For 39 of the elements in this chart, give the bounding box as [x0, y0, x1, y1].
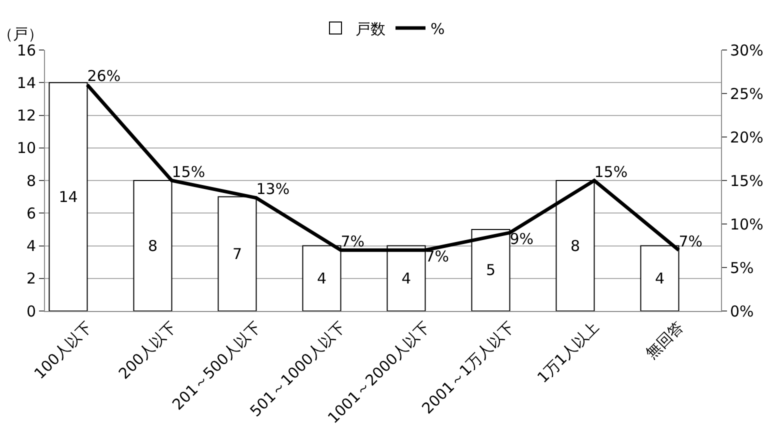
data-label: 7: [232, 244, 242, 263]
y-tick-label: 6: [26, 204, 36, 222]
data-label: 4: [401, 269, 412, 288]
data-label: 9%: [510, 230, 534, 248]
y-tick-label: 8: [26, 172, 36, 190]
data-label: 4: [316, 269, 327, 288]
y-tick-label: 16: [16, 41, 36, 60]
x-tick-label: 無回答: [642, 318, 687, 362]
data-label: 15%: [172, 162, 206, 181]
data-label: 4: [654, 269, 665, 288]
x-tick-label: 1万1人以上: [534, 318, 602, 387]
y2-tick-label: 20%: [730, 128, 764, 146]
data-label: 5: [486, 261, 496, 280]
y-tick-label: 0: [26, 302, 36, 320]
y2-tick-label: 30%: [730, 41, 764, 60]
y2-tick-label: 0%: [730, 302, 754, 320]
y2-tick-label: 5%: [730, 258, 754, 277]
data-label: 14: [58, 188, 78, 206]
x-tick-label: 100人以下: [30, 318, 96, 383]
y-axis-title: （戸）: [0, 25, 43, 43]
x-tick-label: 200人以下: [115, 318, 180, 383]
data-label: 8: [148, 236, 158, 255]
y-tick-label: 12: [16, 106, 36, 124]
legend-label: %: [430, 20, 445, 38]
data-label: 7%: [425, 247, 450, 266]
y-tick-label: 4: [26, 237, 36, 255]
data-label: 15%: [594, 162, 628, 181]
legend-label: 戸数: [356, 20, 386, 38]
data-label: 13%: [256, 180, 290, 198]
y-tick-label: 14: [16, 74, 36, 92]
y2-tick-label: 15%: [730, 172, 764, 190]
data-label: 7%: [340, 232, 365, 250]
y-tick-label: 2: [26, 270, 36, 288]
y2-tick-label: 25%: [730, 84, 764, 103]
y-tick-label: 10: [16, 139, 36, 158]
y2-tick-label: 10%: [730, 215, 764, 234]
data-label: 26%: [87, 67, 121, 86]
data-label: 7%: [678, 232, 703, 250]
data-label: 8: [570, 236, 580, 255]
